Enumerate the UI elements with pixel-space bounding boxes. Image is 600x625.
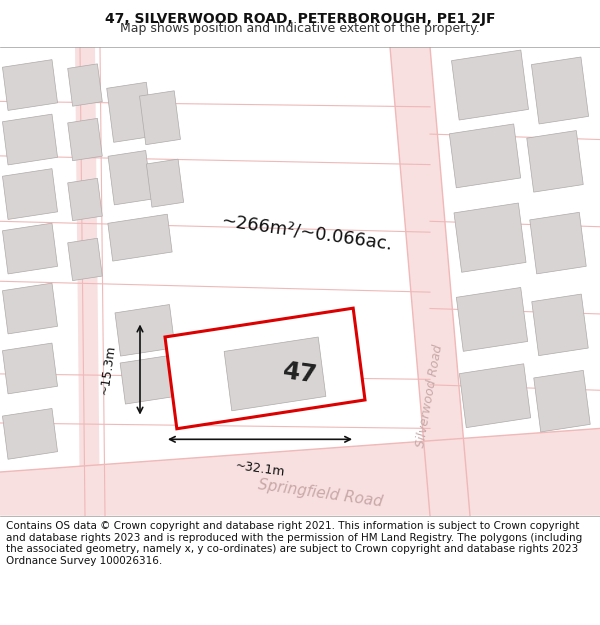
Polygon shape bbox=[108, 151, 152, 205]
Polygon shape bbox=[0, 428, 600, 516]
Polygon shape bbox=[454, 203, 526, 272]
Polygon shape bbox=[527, 131, 583, 192]
Polygon shape bbox=[68, 238, 102, 281]
Polygon shape bbox=[120, 354, 180, 404]
Polygon shape bbox=[2, 223, 58, 274]
Polygon shape bbox=[2, 343, 58, 394]
Text: Contains OS data © Crown copyright and database right 2021. This information is : Contains OS data © Crown copyright and d… bbox=[6, 521, 582, 566]
Polygon shape bbox=[532, 294, 588, 356]
Polygon shape bbox=[534, 371, 590, 432]
Polygon shape bbox=[75, 47, 100, 516]
Polygon shape bbox=[165, 308, 365, 429]
Polygon shape bbox=[452, 50, 529, 120]
Polygon shape bbox=[108, 214, 172, 261]
Polygon shape bbox=[2, 409, 58, 459]
Text: Map shows position and indicative extent of the property.: Map shows position and indicative extent… bbox=[120, 22, 480, 35]
Polygon shape bbox=[460, 364, 530, 428]
Text: ~266m²/~0.066ac.: ~266m²/~0.066ac. bbox=[220, 211, 394, 253]
Polygon shape bbox=[68, 64, 102, 106]
Text: 47: 47 bbox=[281, 359, 319, 388]
Polygon shape bbox=[2, 114, 58, 165]
Text: Silverwood Road: Silverwood Road bbox=[415, 343, 445, 448]
Polygon shape bbox=[2, 169, 58, 219]
Text: ~15.3m: ~15.3m bbox=[98, 344, 118, 396]
Text: Springfield Road: Springfield Road bbox=[257, 478, 383, 510]
Polygon shape bbox=[68, 178, 102, 221]
Polygon shape bbox=[2, 59, 58, 111]
Polygon shape bbox=[115, 304, 175, 356]
Polygon shape bbox=[2, 283, 58, 334]
Polygon shape bbox=[107, 82, 153, 142]
Text: 47, SILVERWOOD ROAD, PETERBOROUGH, PE1 2JF: 47, SILVERWOOD ROAD, PETERBOROUGH, PE1 2… bbox=[105, 12, 495, 26]
Polygon shape bbox=[68, 118, 102, 161]
Polygon shape bbox=[449, 124, 521, 188]
Polygon shape bbox=[140, 91, 181, 144]
Polygon shape bbox=[146, 159, 184, 207]
Polygon shape bbox=[530, 213, 586, 274]
Polygon shape bbox=[224, 337, 326, 411]
Polygon shape bbox=[532, 57, 589, 124]
Polygon shape bbox=[457, 288, 527, 351]
Polygon shape bbox=[390, 47, 470, 516]
Text: ~32.1m: ~32.1m bbox=[234, 459, 286, 479]
